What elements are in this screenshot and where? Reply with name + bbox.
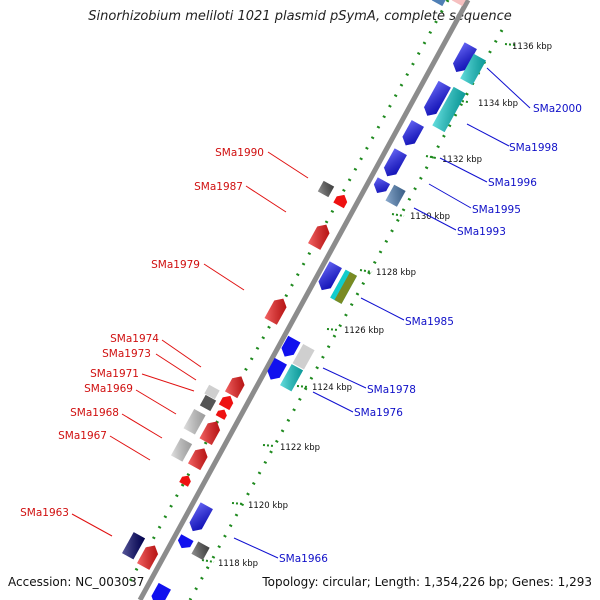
tick-label: 1126 kbp <box>344 326 384 336</box>
gene-label: SMa1985 <box>405 316 454 328</box>
gene-label: SMa1967 <box>58 430 107 442</box>
gene-arrow <box>281 335 301 357</box>
gene-label: SMa1974 <box>110 333 159 345</box>
gene-label: SMa1963 <box>20 507 69 519</box>
gene-label: SMa1979 <box>151 259 200 271</box>
gene-label: SMa1973 <box>102 348 151 360</box>
gene-label: SMa1995 <box>472 204 521 216</box>
gene-label: SMa2000 <box>533 103 582 115</box>
gene-label: SMa1968 <box>70 407 119 419</box>
right-leader-lines <box>233 67 531 559</box>
tick-label: 1122 kbp <box>280 443 320 453</box>
tick-label: 1120 kbp <box>248 501 288 511</box>
forward-strand-genes <box>122 0 449 570</box>
gene-arrow <box>431 0 449 7</box>
gene-label: SMa1969 <box>84 383 133 395</box>
gene-label: SMa1996 <box>488 177 537 189</box>
map-title: Sinorhizobium meliloti 1021 plasmid pSym… <box>88 9 512 24</box>
gene-arrow <box>292 343 315 370</box>
gene-label: SMa1998 <box>509 142 558 154</box>
right-gene-labels: SMa2000 SMa1998 SMa1996 SMa1995 SMa1993 … <box>279 103 582 565</box>
tick-label: 1128 kbp <box>376 268 416 278</box>
gene-label: SMa1971 <box>90 368 139 380</box>
plasmid-backbone <box>137 0 471 600</box>
gene-label: SMa1976 <box>354 407 403 419</box>
gene-arrow <box>151 582 171 600</box>
left-leader-lines <box>71 151 309 537</box>
gene-label: SMa1993 <box>457 226 506 238</box>
gene-arrow <box>218 395 234 411</box>
gene-arrow <box>177 534 194 549</box>
left-gene-labels: SMa1990 SMa1987 SMa1979 SMa1974 SMa1973 … <box>20 147 264 519</box>
gene-arrow <box>333 194 348 209</box>
tick-label: 1118 kbp <box>218 559 258 569</box>
inner-tick-track <box>126 0 450 586</box>
tick-label: 1136 kbp <box>512 42 552 52</box>
gene-arrow <box>215 409 227 420</box>
gene-arrow <box>204 384 220 400</box>
tick-labels: 1136 kbp 1134 kbp 1132 kbp 1130 kbp 1128… <box>218 42 552 569</box>
gene-label: SMa1990 <box>215 147 264 159</box>
gene-arrow <box>267 357 287 380</box>
gene-arrow <box>451 0 469 7</box>
tick-label: 1124 kbp <box>312 383 352 393</box>
tick-leaders <box>201 43 516 563</box>
gene-label: SMa1987 <box>194 181 243 193</box>
tick-label: 1132 kbp <box>442 155 482 165</box>
reverse-strand-genes <box>151 0 487 600</box>
gene-arrow <box>179 475 191 487</box>
tick-label: 1134 kbp <box>478 99 518 109</box>
gene-arrow <box>199 394 217 412</box>
accession-text: Accession: NC_003037 <box>8 575 145 589</box>
gene-label: SMa1978 <box>367 384 416 396</box>
outer-tick-track <box>188 29 504 600</box>
gene-label: SMa1966 <box>279 553 328 565</box>
tick-label: 1130 kbp <box>410 212 450 222</box>
topology-text: Topology: circular; Length: 1,354,226 bp… <box>262 575 592 589</box>
